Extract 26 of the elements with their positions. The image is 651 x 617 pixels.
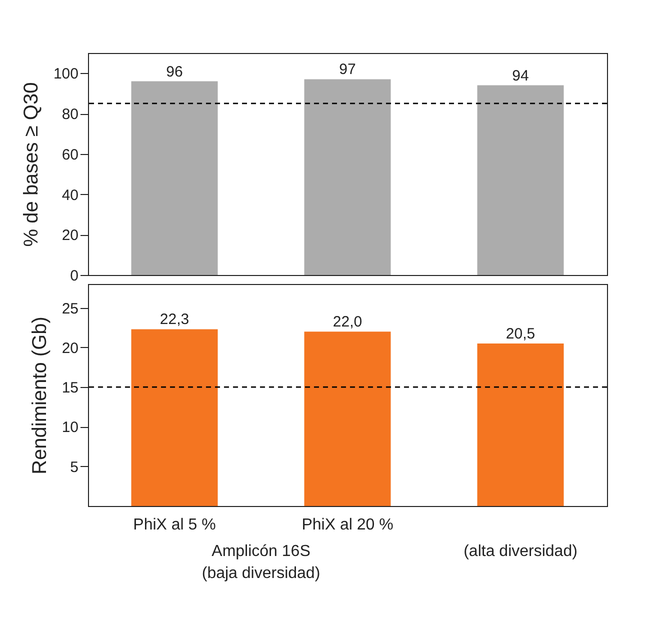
x-tick-label: PhiX al 20 %	[302, 516, 394, 534]
y-tick-label: 20	[62, 227, 78, 244]
bar	[304, 332, 391, 506]
y-tick-label: 60	[62, 146, 78, 164]
y-tick-label: 5	[70, 458, 78, 476]
y-axis-title: Rendimiento (Gb)	[28, 316, 51, 474]
y-axis-title: % de bases ≥ Q30	[20, 82, 42, 247]
data-label: 94	[512, 67, 529, 84]
y-tick-label: 25	[62, 300, 78, 318]
y-tick-label: 100	[53, 66, 78, 83]
x-tick-label: PhiX al 5 %	[133, 516, 216, 534]
text: (alta diversidad)	[464, 543, 578, 560]
data-label: 22,3	[160, 311, 190, 328]
bar	[477, 343, 564, 506]
text: Amplicón 16S (baja diversidad)	[202, 543, 320, 582]
y-tick-label: 20	[62, 340, 78, 357]
data-label: 22,0	[332, 314, 362, 331]
y-tick-label: 40	[62, 186, 78, 204]
data-label: 97	[339, 61, 356, 78]
y-tick-label: 0	[70, 268, 78, 284]
y-tick-label: 10	[62, 419, 78, 436]
bar	[131, 329, 218, 506]
data-label: 96	[166, 63, 183, 80]
y-tick-label: 80	[62, 106, 78, 124]
y-tick-label: 15	[62, 380, 78, 397]
data-label: 20,5	[506, 325, 536, 342]
